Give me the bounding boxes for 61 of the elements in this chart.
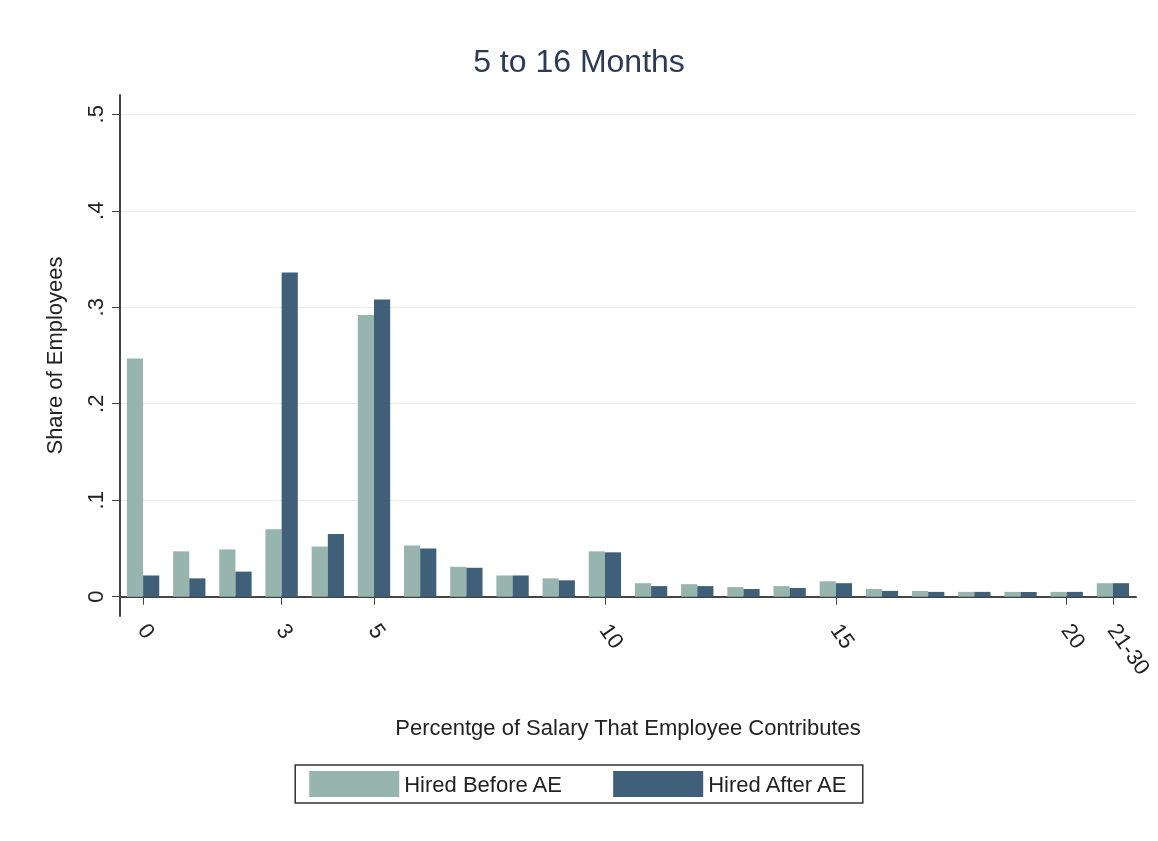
- chart-title: 5 to 16 Months: [473, 43, 685, 79]
- bar: [1020, 591, 1037, 597]
- bar: [882, 590, 899, 597]
- bar: [357, 314, 374, 597]
- bar: [1096, 583, 1113, 597]
- x-tick-label: 3: [271, 618, 299, 644]
- bar: [681, 584, 698, 597]
- bar: [189, 578, 206, 597]
- bar: [265, 529, 282, 597]
- legend-label: Hired After AE: [708, 771, 847, 797]
- bar: [1050, 591, 1067, 597]
- x-tick-label: 15: [825, 618, 861, 654]
- x-tick-label: 0: [132, 618, 161, 644]
- x-tick-label: 10: [594, 618, 630, 654]
- bar: [235, 571, 252, 597]
- bar: [697, 586, 714, 597]
- x-tick-label: 20: [1056, 618, 1092, 654]
- y-tick-label: .3: [82, 298, 108, 317]
- bar: [974, 591, 991, 597]
- y-tick-label: .2: [82, 394, 108, 413]
- bar: [588, 551, 605, 597]
- y-tick-label: .1: [82, 491, 108, 510]
- bar: [1112, 583, 1130, 597]
- bar: [819, 581, 836, 597]
- y-axis-title: Share of Employees: [41, 256, 67, 455]
- bar: [835, 583, 852, 597]
- bar: [374, 299, 391, 597]
- bar: [219, 549, 236, 597]
- y-tick-label: .5: [82, 105, 108, 124]
- bar: [173, 551, 190, 597]
- bar: [281, 272, 298, 597]
- bar: [558, 580, 575, 597]
- bar: [466, 567, 483, 597]
- x-axis-title: Percentge of Salary That Employee Contributes: [395, 714, 861, 740]
- bar: [1004, 591, 1021, 597]
- bar: [311, 546, 328, 597]
- bar: [496, 575, 513, 597]
- bar: [928, 591, 945, 597]
- bar: [1066, 591, 1083, 597]
- bar: [743, 588, 760, 597]
- bar: [327, 533, 344, 597]
- bar: [651, 586, 668, 597]
- bar: [542, 578, 559, 597]
- bar: [404, 545, 421, 597]
- bar: [865, 588, 882, 597]
- bar: [450, 566, 467, 597]
- bar: [727, 587, 744, 597]
- bar: [912, 590, 929, 597]
- bar: [789, 588, 806, 597]
- bar: [634, 583, 652, 597]
- x-tick-label: 5: [363, 618, 392, 644]
- bar: [126, 358, 144, 597]
- bar: [773, 586, 790, 597]
- bar: [958, 591, 975, 597]
- y-tick-label: .4: [82, 201, 108, 220]
- bar: [604, 552, 622, 597]
- bar: [512, 575, 529, 597]
- y-tick-label: 0: [82, 590, 108, 603]
- legend-label: Hired Before AE: [404, 771, 562, 797]
- bar: [143, 575, 160, 597]
- bar: [420, 548, 437, 597]
